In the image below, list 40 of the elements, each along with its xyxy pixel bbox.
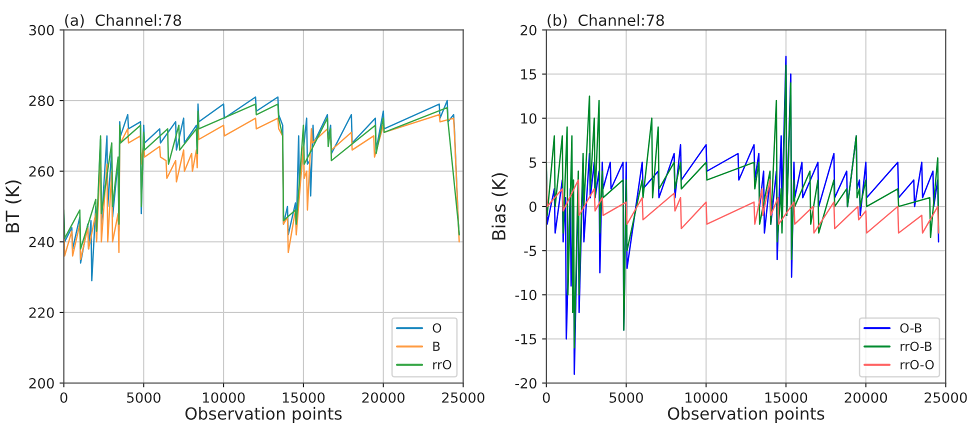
y-tick-label: 240	[29, 236, 54, 248]
y-tick-label: 20	[520, 24, 536, 36]
line-series	[546, 179, 940, 234]
y-tick-label: 200	[29, 378, 54, 389]
legend-label: O-B	[900, 323, 922, 333]
x-axis-title: Observation points	[185, 406, 342, 424]
y-tick-label: 0	[529, 201, 536, 212]
x-tick-label: 15000	[282, 392, 325, 403]
y-tick-label: 10	[521, 113, 536, 124]
y-tick-label: -10	[515, 290, 536, 300]
legend-label: O	[432, 323, 442, 333]
legend-label: rrO	[433, 360, 452, 370]
x-tick-label: 25000	[924, 392, 967, 403]
y-tick-label: 15	[521, 69, 536, 80]
chart-title: (a) Channel:78	[65, 14, 182, 28]
legend-label: rrO-B	[900, 342, 932, 352]
x-tick-label: 5000	[127, 392, 160, 403]
x-axis-title: Observation points	[668, 406, 824, 424]
x-tick-label: 10000	[686, 392, 728, 403]
x-tick-label: 15000	[765, 392, 808, 403]
y-axis-title: BT (K)	[5, 180, 22, 232]
y-tick-label: -5	[524, 246, 536, 256]
y-axis-title: Bias (K)	[492, 173, 508, 240]
legend-label: rrO-O	[900, 360, 934, 370]
x-tick-label: 10000	[203, 392, 245, 403]
y-tick-label: 280	[29, 96, 54, 106]
x-tick-label: 5000	[610, 392, 643, 403]
x-tick-label: 20000	[362, 392, 404, 403]
x-tick-label: 20000	[844, 392, 888, 403]
x-tick-label: 0	[60, 392, 68, 403]
y-tick-label: 300	[29, 24, 54, 36]
y-tick-label: 260	[29, 166, 54, 177]
y-tick-label: -20	[515, 378, 536, 389]
legend-label: B	[433, 342, 440, 351]
y-tick-label: 220	[29, 307, 54, 318]
y-tick-label: -15	[515, 334, 536, 344]
y-tick-label: 5	[530, 158, 536, 168]
chart-title: (b) Channel:78	[548, 14, 664, 28]
x-tick-label: 25000	[442, 392, 484, 403]
x-tick-label: 0	[542, 392, 550, 403]
